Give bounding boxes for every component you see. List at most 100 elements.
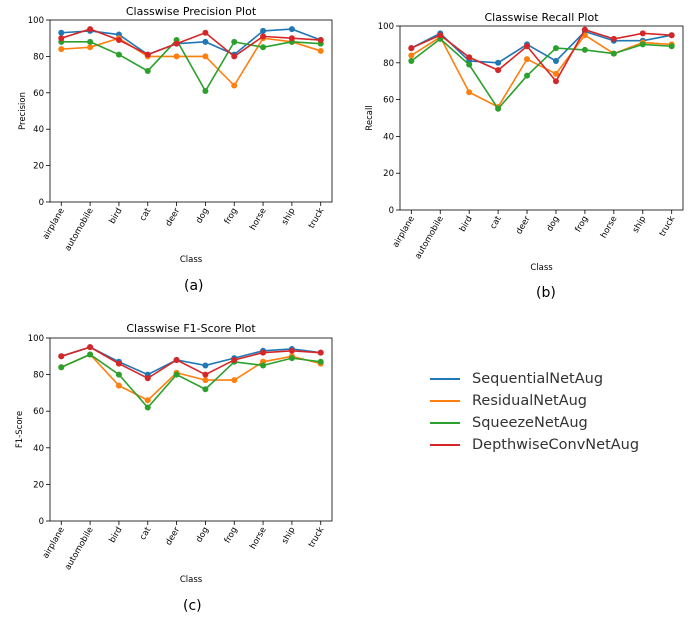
data-point-depthwiseconvnetaug [231,356,238,363]
data-point-depthwiseconvnetaug [87,26,94,33]
x-tick-label: horse [599,215,620,241]
x-tick-label: cat [138,525,154,542]
x-axis-label: Class [530,263,553,273]
data-point-squeezenetaug [144,404,151,411]
x-tick-label: dog [194,526,211,545]
f1-score-chart: Classwise F1-Score Plot 0 20 40 60 80 100 airpl… [15,322,333,585]
data-point-residualnetaug [466,89,473,96]
data-point-squeezenetaug [115,51,122,58]
legend-item-residualnetaug: ResidualNetAug [430,390,587,412]
data-point-depthwiseconvnetaug [260,33,267,40]
data-point-squeezenetaug [115,371,122,378]
x-tick-label: truck [658,214,678,238]
data-point-squeezenetaug [87,351,94,358]
data-point-squeezenetaug [144,67,151,74]
legend: SequentialNetAug ResidualNetAug SqueezeN… [430,368,670,460]
chart-title: Classwise Recall Plot [484,11,599,24]
caption-c: (c) [183,598,202,614]
y-tick-label: 100 [28,334,44,344]
legend-swatch [430,378,460,380]
x-tick-label: bird [108,207,125,226]
data-point-depthwiseconvnetaug [288,35,295,42]
recall-chart-panel: Classwise Recall Plot 0 20 40 60 80 100 airplan… [350,0,697,310]
data-point-depthwiseconvnetaug [437,32,444,39]
data-point-squeezenetaug [231,38,238,45]
data-point-residualnetaug [87,44,94,51]
data-point-depthwiseconvnetaug [524,43,531,50]
x-tick-label: airplane [41,526,67,561]
data-point-sequentialnetaug [58,29,65,36]
data-point-sequentialnetaug [202,362,209,369]
x-tick-label: dog [194,207,211,226]
data-point-residualnetaug [408,52,415,59]
legend-swatch [430,422,460,424]
x-tick-label: automobile [63,207,96,254]
y-tick-label: 40 [33,125,44,135]
series-line-squeezenetaug [410,37,672,111]
series-line-residualnetaug [60,353,321,402]
legend-label: DepthwiseConvNetAug [472,437,640,453]
data-point-residualnetaug [231,377,238,384]
data-point-residualnetaug [552,70,559,77]
y-tick-label: 0 [39,198,44,208]
data-point-depthwiseconvnetaug [288,347,295,354]
data-point-depthwiseconvnetaug [144,51,151,58]
legend-item-depthwiseconvnetaug: DepthwiseConvNetAug [430,434,639,456]
caption-a: (a) [184,278,204,294]
y-tick-label: 100 [378,22,394,32]
recall-chart: Classwise Recall Plot 0 20 40 60 80 100 airplan… [365,11,684,273]
x-tick-label: deer [164,206,183,228]
data-point-depthwiseconvnetaug [173,40,180,47]
series-line-residualnetaug [410,34,672,109]
x-tick-label: airplane [391,215,417,250]
data-point-depthwiseconvnetaug [317,349,324,356]
data-point-depthwiseconvnetaug [115,360,122,367]
data-point-depthwiseconvnetaug [173,356,180,363]
data-point-residualnetaug [524,56,531,63]
series-line-sequentialnetaug [61,28,322,56]
plot-frame [49,337,333,522]
data-point-sequentialnetaug [202,38,209,45]
y-tick-label: 80 [33,52,44,62]
y-axis-label: Recall [365,105,375,130]
data-point-squeezenetaug [202,87,209,94]
legend-label: SqueezeNetAug [472,415,588,431]
x-tick-label: truck [307,525,327,549]
data-point-squeezenetaug [466,61,473,68]
x-tick-label: ship [280,207,297,227]
f1-chart-panel: Classwise F1-Score Plot 0 20 40 60 80 100 airpl… [0,318,350,632]
x-tick-label: frog [223,207,240,227]
data-point-depthwiseconvnetaug [408,45,415,52]
x-tick-label: ship [280,526,297,546]
y-tick-label: 80 [383,59,394,69]
x-tick-label: ship [631,215,648,235]
data-point-sequentialnetaug [552,57,559,64]
series-line-squeezenetaug [60,353,321,409]
x-tick-label: bird [458,215,475,234]
data-point-depthwiseconvnetaug [260,349,267,356]
data-point-depthwiseconvnetaug [144,375,151,382]
data-point-squeezenetaug [639,41,646,48]
data-point-residualnetaug [317,47,324,54]
x-tick-label: horse [248,526,269,552]
legend-label: ResidualNetAug [472,393,588,409]
plot-frame [399,25,684,211]
plot-frame [49,19,333,203]
data-point-residualnetaug [202,53,209,60]
chart-title: Classwise F1-Score Plot [126,322,256,335]
caption-b: (b) [536,285,556,301]
y-tick-label: 60 [33,89,44,99]
y-tick-label: 20 [383,169,394,179]
y-tick-label: 0 [39,517,44,527]
x-tick-label: frog [573,215,590,235]
y-tick-label: 40 [33,444,44,454]
data-point-depthwiseconvnetaug [231,53,238,60]
data-point-squeezenetaug [317,358,324,365]
data-point-depthwiseconvnetaug [495,67,502,74]
data-point-squeezenetaug [173,371,180,378]
y-axis-label: Precision [18,92,28,130]
data-point-squeezenetaug [581,46,588,53]
data-point-squeezenetaug [260,362,267,369]
data-point-depthwiseconvnetaug [581,26,588,33]
x-tick-label: airplane [41,207,67,242]
